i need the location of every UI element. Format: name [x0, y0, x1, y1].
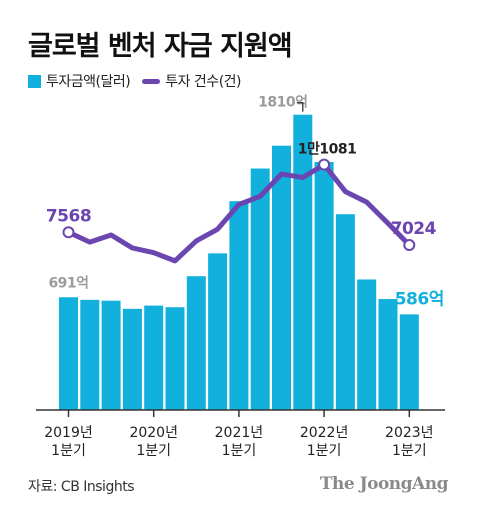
bar-2023Q1: [399, 314, 419, 410]
bar-2019Q2: [80, 299, 100, 410]
line-swatch-icon: [142, 78, 161, 84]
brand-logo: The JoongAng: [319, 474, 449, 494]
bar-2020Q2: [165, 307, 185, 410]
line-point-marker: [318, 158, 331, 171]
line-point-marker: [62, 226, 75, 239]
legend-bars-label: 투자금액(달러): [46, 74, 131, 90]
bar-2020Q1: [144, 305, 164, 410]
annotation-label: 7568: [46, 206, 91, 226]
x-tick-label: 2023년: [385, 425, 434, 441]
bars-layer: [59, 114, 419, 411]
annotation-label: 1810억: [258, 95, 307, 111]
line-series-deals: [66, 162, 412, 264]
chart-title: 글로벌 벤처 자금 지원액: [28, 31, 293, 62]
peak-leader-line: [296, 102, 304, 112]
annotation-label: 7024: [391, 219, 437, 239]
x-tick-label: 1분기: [51, 443, 86, 459]
legend-line-label: 투자 건수(건): [165, 74, 241, 90]
x-tick-label: 1분기: [222, 443, 257, 459]
x-tick-label: 2020년: [129, 425, 178, 441]
bar-2020Q4: [208, 253, 228, 410]
labels-layer: 691억 1810억 586억 7568 1만1081 7024: [46, 95, 445, 310]
bar-2019Q3: [101, 300, 121, 410]
source-note: 자료: CB Insights: [28, 479, 135, 495]
bar-2019Q4: [122, 308, 142, 410]
bar-2019Q1: [59, 297, 78, 410]
bar-2021Q2: [250, 168, 270, 410]
annotation-label: 691억: [48, 275, 88, 291]
annotation-label: 1만1081: [298, 142, 357, 158]
bar-2022Q2: [335, 214, 355, 410]
line-point-marker: [403, 239, 416, 252]
bar-2020Q3: [186, 276, 206, 410]
bar-2022Q3: [357, 279, 377, 410]
bar-2021Q4: [293, 114, 313, 411]
legend-item-bars: 투자금액(달러): [28, 71, 131, 91]
x-tick-label: 2021년: [215, 425, 264, 441]
x-tick-label: 2019년: [44, 425, 93, 441]
annotation-label: 586억: [395, 289, 444, 309]
legend-item-line: 투자 건수(건): [142, 71, 241, 91]
bar-2021Q3: [272, 145, 291, 410]
x-tick-label: 1분기: [136, 443, 171, 459]
bar-swatch-icon: [28, 74, 41, 88]
bar-2021Q1: [229, 201, 249, 410]
x-tick-label: 1분기: [307, 443, 342, 459]
x-tick-label: 1분기: [392, 443, 427, 459]
line-layer: [62, 158, 416, 264]
legend: 투자금액(달러) 투자 건수(건): [28, 71, 253, 91]
x-tick-label: 2022년: [300, 425, 349, 441]
bar-2022Q1: [314, 162, 334, 410]
axis-layer: 2019년 1분기 2020년 1분기 2021년 1분기 2022년 1분기 2023년 1분기: [36, 409, 445, 459]
bar-2022Q4: [378, 299, 398, 410]
